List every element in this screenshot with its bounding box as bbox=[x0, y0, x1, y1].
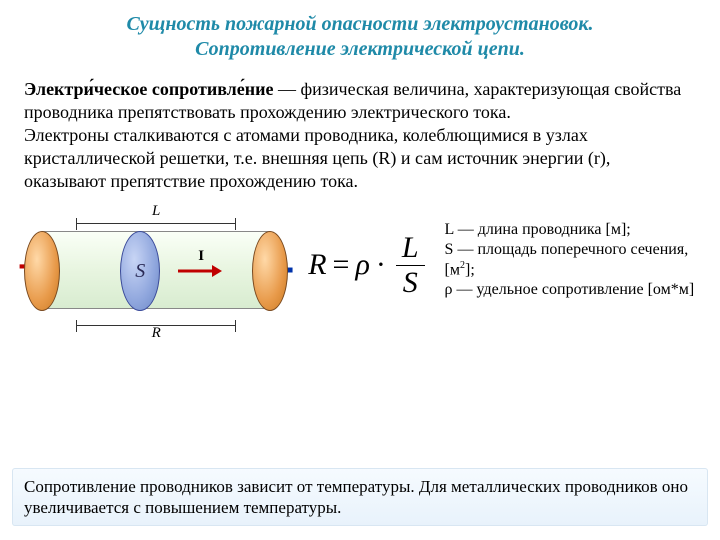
legend-rho: ρ — удельное сопротивление [ом*м] bbox=[445, 280, 702, 300]
paragraph-1: Электри́ческое сопротивле́ние — физическ… bbox=[24, 78, 696, 124]
cylinder-body: S I R bbox=[42, 231, 270, 309]
frac-den: S bbox=[397, 266, 424, 298]
formula-dot: · bbox=[376, 248, 386, 282]
formula-fraction: L S bbox=[396, 233, 425, 298]
footer-text: Сопротивление проводников зависит от тем… bbox=[24, 477, 688, 517]
figure-row: + L S I R - R = ρ · L S bbox=[0, 193, 720, 309]
formula-R: R bbox=[308, 248, 326, 282]
current-arrow: I bbox=[178, 264, 222, 278]
L-dimension-bar bbox=[76, 223, 236, 224]
legend: L — длина проводника [м]; S — площадь по… bbox=[445, 220, 702, 300]
cross-section-S: S bbox=[120, 231, 160, 311]
paragraph-2: Электроны сталкиваются с атомами проводн… bbox=[24, 124, 696, 193]
arrow-icon bbox=[178, 264, 222, 278]
footer-note: Сопротивление проводников зависит от тем… bbox=[12, 468, 708, 527]
formula-eq: = bbox=[333, 248, 350, 282]
cap-left bbox=[24, 231, 60, 311]
title-line1: Сущность пожарной опасности электроустан… bbox=[30, 12, 690, 37]
frac-num: L bbox=[396, 233, 425, 266]
conductor-diagram: L S I R bbox=[42, 207, 270, 309]
legend-L: L — длина проводника [м]; bbox=[445, 220, 702, 240]
R-label: R bbox=[152, 325, 161, 342]
term-bold: Электри́ческое сопротивле́ние bbox=[24, 79, 274, 99]
legend-S: S — площадь поперечного сечения, [м2]; bbox=[445, 240, 702, 280]
L-label: L bbox=[152, 203, 160, 220]
slide-title: Сущность пожарной опасности электроустан… bbox=[0, 0, 720, 72]
formula-rho: ρ bbox=[355, 248, 369, 282]
I-label: I bbox=[198, 248, 204, 265]
cap-right bbox=[252, 231, 288, 311]
S-label: S bbox=[135, 260, 145, 283]
title-line2: Сопротивление электрической цепи. bbox=[30, 37, 690, 62]
formula: R = ρ · L S bbox=[308, 233, 428, 298]
body-paragraphs: Электри́ческое сопротивле́ние — физическ… bbox=[0, 72, 720, 193]
